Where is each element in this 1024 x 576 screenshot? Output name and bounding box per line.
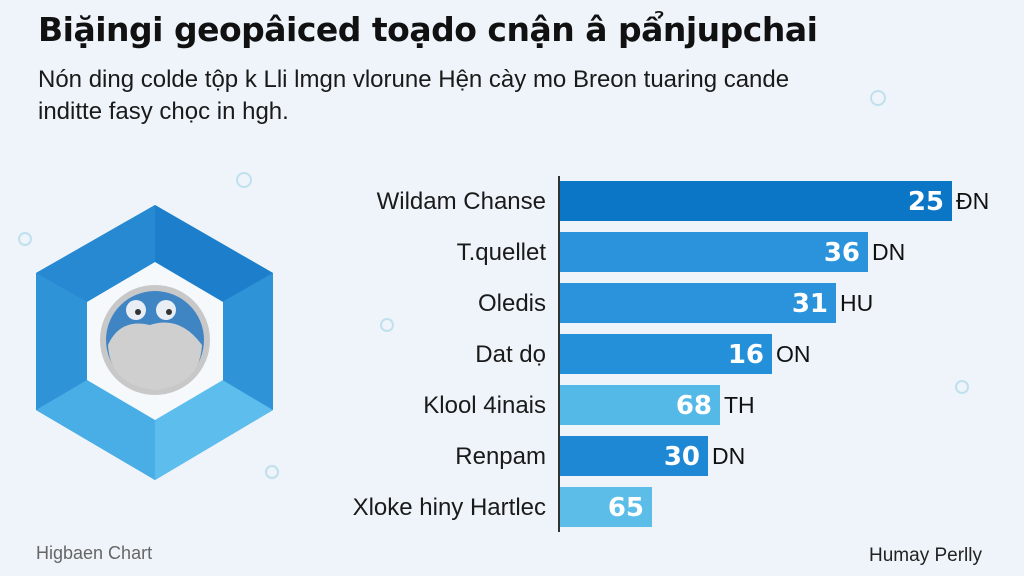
decor-bubble <box>18 232 32 246</box>
unit-label: DN <box>872 239 905 265</box>
category-label: Wildam Chanse <box>377 188 546 215</box>
footer-credit: Humay Perlly <box>869 545 982 566</box>
decor-bubble <box>380 318 394 332</box>
unit-label: ĐN <box>956 188 989 214</box>
category-label: T.quellet <box>457 239 547 266</box>
value-label: 25 <box>908 187 944 217</box>
value-label: 68 <box>676 391 712 421</box>
unit-label: DN <box>712 443 745 469</box>
decor-bubble <box>236 172 252 188</box>
bar <box>560 385 720 425</box>
bar <box>560 181 952 221</box>
decor-bubble <box>265 465 279 479</box>
category-label: Dat dọ <box>475 341 546 368</box>
bar <box>560 283 836 323</box>
category-label: Klool 4inais <box>423 392 546 419</box>
decor-bubble <box>870 90 886 106</box>
bar <box>560 334 772 374</box>
unit-label: ON <box>776 341 811 367</box>
category-label: Oledis <box>478 290 546 317</box>
unit-label: TH <box>724 392 755 418</box>
logo-eye-icon <box>156 300 176 320</box>
value-label: 31 <box>792 289 828 319</box>
bar <box>560 487 652 527</box>
footer-brand: Higbaen Chart <box>36 543 153 563</box>
bar <box>560 436 708 476</box>
value-label: 30 <box>664 442 700 472</box>
page-title: Biặingi geopâiced toạdo cnận â pẩnjupcha… <box>38 10 818 49</box>
page-subtitle: Nón ding colde tộp k Lli lmgn vlorune Hệ… <box>38 66 790 125</box>
value-label: 36 <box>824 238 860 268</box>
logo-face-mouth <box>108 322 202 390</box>
decor-bubble <box>955 380 969 394</box>
bar <box>560 232 868 272</box>
value-label: 16 <box>728 340 764 370</box>
value-label: 65 <box>608 493 644 523</box>
hexagon-face-logo <box>36 205 273 480</box>
unit-label: HU <box>840 290 873 316</box>
category-label: Xloke hiny Hartlec <box>353 494 546 521</box>
category-label: Renpam <box>455 443 546 470</box>
